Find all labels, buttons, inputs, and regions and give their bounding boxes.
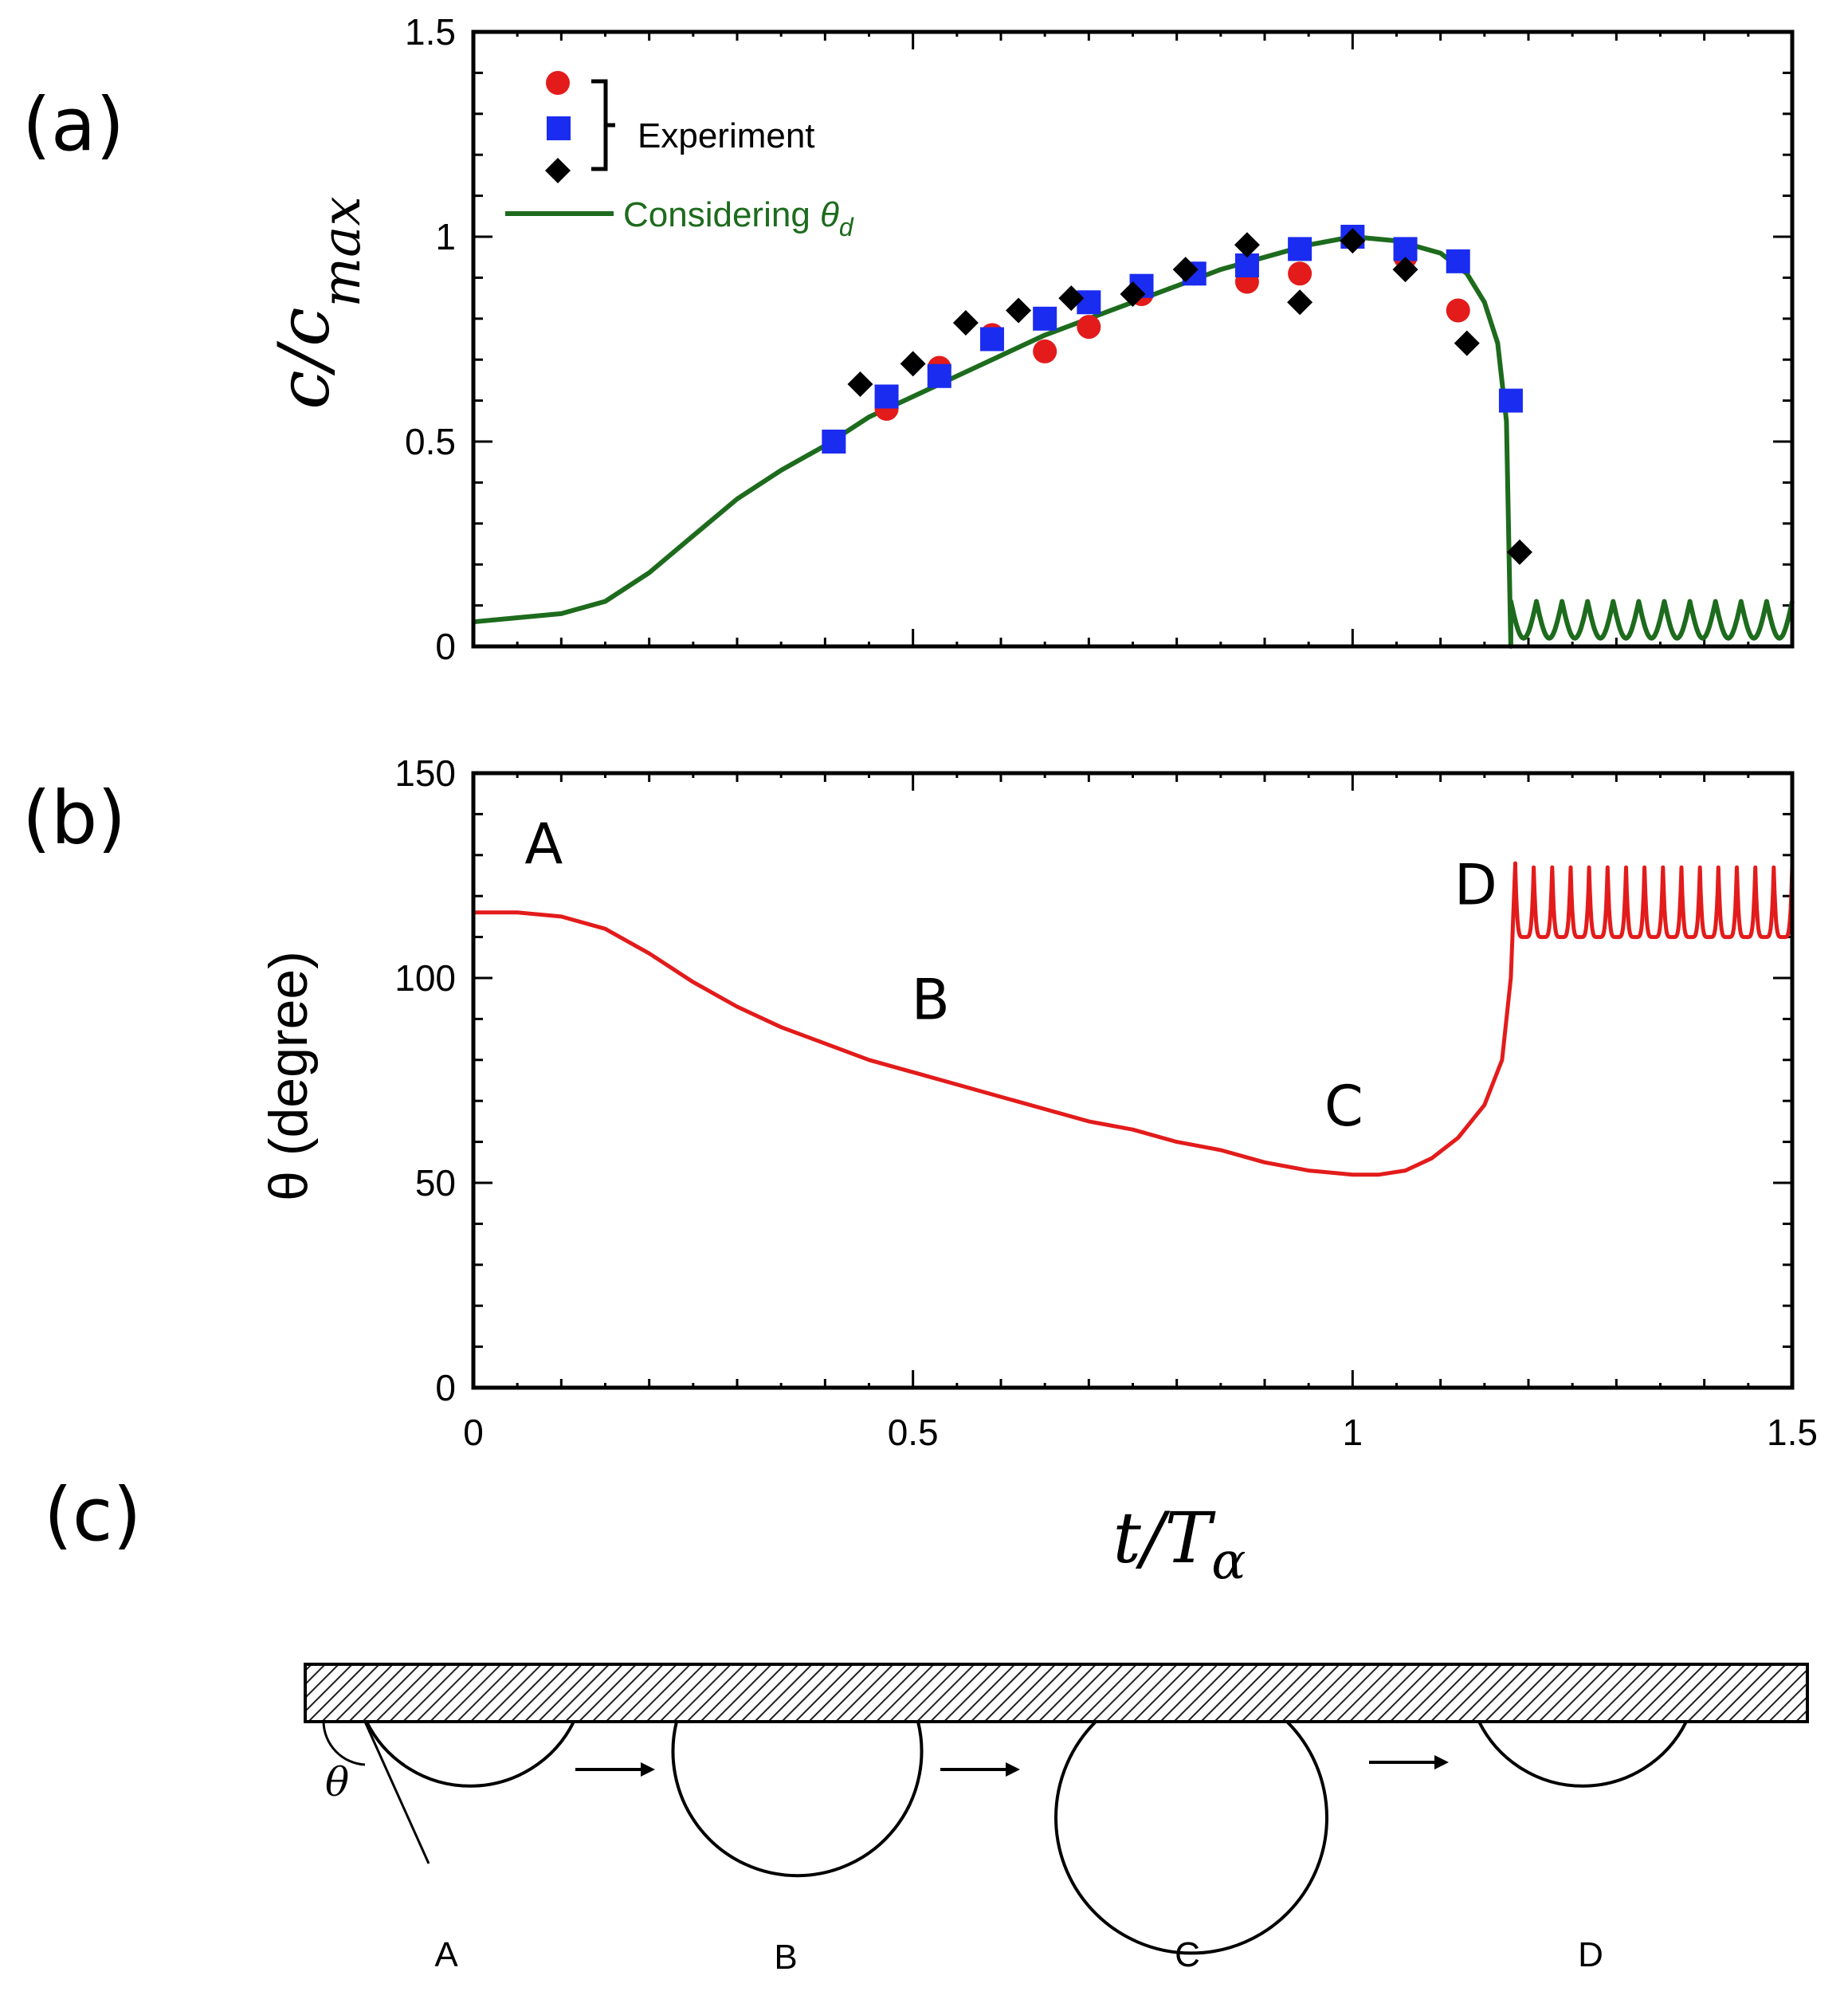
data-point-diamond: [847, 371, 873, 398]
stage-label-d: D: [1578, 1935, 1603, 1974]
chart-b-frame: [471, 771, 1795, 1390]
chart-b-ytick-label: 100: [394, 957, 456, 999]
chart-b-xtick-label: 0: [463, 1412, 484, 1453]
data-point-square: [1077, 290, 1101, 315]
chart-a-model-series: [473, 234, 1795, 649]
chart-a-ytick-label: 1: [435, 216, 456, 257]
substrate-plate: [304, 1663, 1809, 1723]
chart-b-xtick-labels: 0 0.5 1 1.5: [463, 1412, 1818, 1453]
droplet-c: [1054, 1720, 1328, 1955]
arrow-2: [940, 1762, 1020, 1777]
chart-b-ytick-label: 150: [394, 752, 456, 794]
model-curve: [473, 234, 1795, 649]
data-point-square: [979, 327, 1004, 352]
legend-circle-marker: [546, 71, 570, 95]
chart-b-ytick-label: 50: [415, 1162, 456, 1204]
data-point-circle: [1446, 298, 1470, 323]
legend-experiment-label: Experiment: [638, 116, 815, 155]
annotation-b: B: [912, 967, 950, 1032]
panel-label-c: (c): [44, 1472, 141, 1557]
chart-a-ylabel: c/cmax: [263, 196, 372, 409]
data-point-diamond: [1506, 539, 1532, 565]
contact-angle-arc: [322, 1721, 366, 1766]
annotation-a: A: [524, 811, 563, 877]
chart-b: 0 50 100 150 0 0.5 1 1.5 θ (degree) t/Tα A B C D: [258, 752, 1818, 1591]
chart-a-experiment-series: [822, 225, 1532, 565]
data-point-circle: [1077, 315, 1101, 340]
chart-b-ytick-label: 0: [435, 1367, 456, 1408]
arrow-1: [575, 1762, 655, 1777]
chart-b-annotations: A B C D: [524, 811, 1497, 1139]
panel-label-b: (b): [22, 776, 126, 861]
data-point-diamond: [1172, 257, 1199, 283]
data-point-diamond: [1392, 257, 1418, 283]
stage-label-b: B: [774, 1938, 797, 1977]
data-point-diamond: [1287, 289, 1313, 316]
chart-a-legend: Experiment Considering θd: [505, 71, 854, 242]
droplet-b: [671, 1721, 924, 1878]
data-point-diamond: [1234, 232, 1260, 258]
annotation-d: D: [1454, 852, 1497, 917]
data-point-diamond: [900, 351, 926, 377]
chart-b-ticks: [472, 772, 1794, 1389]
legend-model-label: Considering θd: [623, 195, 854, 242]
chart-a-ytick-label: 1.5: [405, 11, 456, 53]
annotation-c: C: [1324, 1074, 1363, 1139]
chart-a-frame: [471, 29, 1795, 649]
data-point-square: [1033, 306, 1057, 331]
chart-b-xtick-label: 1.5: [1767, 1412, 1818, 1453]
data-point-diamond: [1006, 297, 1032, 324]
data-point-diamond: [1120, 281, 1146, 307]
legend-brace: [591, 79, 615, 171]
data-point-circle: [1033, 339, 1057, 363]
data-point-square: [1288, 237, 1312, 261]
chart-b-ylabel: θ (degree): [258, 951, 319, 1201]
chart-b-xlabel: t/Tα: [1113, 1497, 1246, 1591]
legend-diamond-marker: [545, 158, 571, 183]
chart-a-ytick-labels: 0 0.5 1 1.5: [405, 11, 456, 667]
data-point-diamond: [1340, 228, 1366, 254]
theta-curve: [473, 861, 1795, 1177]
data-point-circle: [1288, 261, 1312, 286]
theta-label: θ: [325, 1759, 349, 1805]
data-point-square: [927, 363, 951, 388]
chart-b-xtick-label: 1: [1343, 1412, 1363, 1453]
data-point-square: [1446, 249, 1470, 273]
data-point-diamond: [1454, 330, 1480, 356]
chart-a-ytick-label: 0.5: [405, 421, 456, 462]
data-point-square: [874, 384, 899, 409]
tangent-line: [363, 1721, 430, 1864]
chart-b-ytick-labels: 0 50 100 150: [394, 752, 456, 1408]
stage-label-a: A: [434, 1935, 458, 1974]
droplet-d: [1477, 1721, 1688, 1788]
chart-b-theta-series: [473, 861, 1795, 1177]
data-point-diamond: [1058, 285, 1085, 312]
stage-label-c: C: [1175, 1935, 1200, 1974]
chart-a-ytick-label: 0: [435, 626, 456, 667]
data-point-square: [1498, 388, 1523, 413]
data-point-diamond: [952, 309, 979, 336]
droplet-diagram: θ A B C D: [304, 1663, 1809, 1977]
panel-label-a: (a): [22, 82, 124, 167]
droplet-a: [365, 1721, 575, 1788]
arrow-3: [1369, 1755, 1449, 1769]
data-point-square: [822, 430, 846, 454]
chart-b-xtick-label: 0.5: [888, 1412, 939, 1453]
legend-square-marker: [547, 116, 571, 140]
chart-a: 0 0.5 1 1.5 c/cmax Experiment Considering θ…: [263, 11, 1795, 667]
